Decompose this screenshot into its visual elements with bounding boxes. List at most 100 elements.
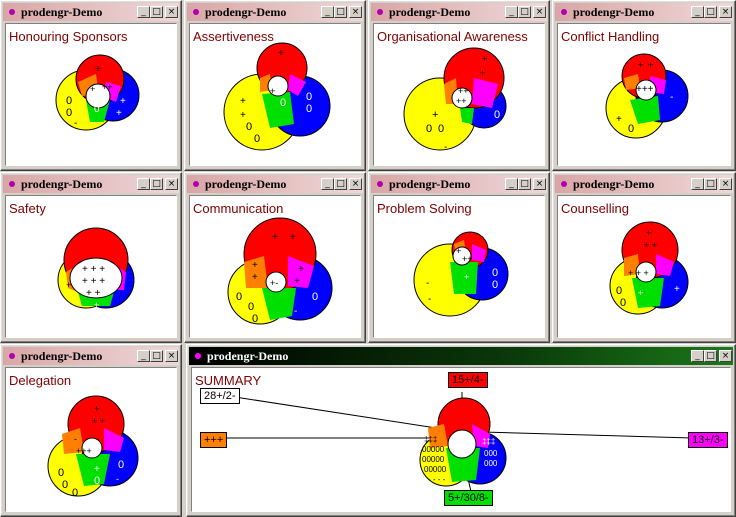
svg-text:+: + [480,68,485,78]
minimize-button[interactable]: _ [137,350,150,362]
minimize-button[interactable]: _ [691,6,704,18]
title-bar[interactable]: prodengr-Demo _ □ × [3,175,179,193]
title-bar[interactable]: prodengr-Demo _ □ × [187,3,363,21]
maximize-button[interactable]: □ [334,178,347,190]
minimize-button[interactable]: _ [321,6,334,18]
panel-title: Problem Solving [377,201,472,216]
svg-text:+ + +: + + + [82,276,105,287]
close-button[interactable]: × [165,6,178,18]
app-icon [195,353,201,359]
svg-text:0: 0 [628,123,634,135]
close-button[interactable]: × [165,178,178,190]
svg-text:0: 0 [492,279,498,291]
svg-text:00000: 00000 [422,455,445,464]
title-bar[interactable]: prodengr-Demo _ □ × [555,3,733,21]
venn-diagram: + 00 - ++ 0 + ++ [55,54,140,131]
maximize-button[interactable]: □ [150,6,163,18]
app-icon [9,353,15,359]
maximize-button[interactable]: □ [704,350,717,362]
svg-text:00000: 00000 [422,445,445,454]
red-count-box: 15+/4- [448,372,488,388]
svg-text:+: + [290,232,296,243]
window-title: prodengr-Demo [207,348,289,363]
svg-text:-: - [670,92,673,103]
close-button[interactable]: × [719,178,732,190]
svg-text:++: ++ [458,86,469,96]
svg-text:000: 000 [484,459,498,468]
svg-text:+: + [252,272,258,283]
minimize-button[interactable]: _ [137,178,150,190]
svg-text:+++: +++ [76,446,92,456]
svg-text:0: 0 [72,487,78,499]
svg-text:+: + [464,272,469,282]
svg-text:+: + [298,264,304,275]
window-honouring-sponsors[interactable]: prodengr-Demo _ □ × Honouring Sponsors + 0… [0,0,182,171]
svg-text:0: 0 [94,104,100,115]
title-bar[interactable]: prodengr-Demo _ □ × [3,3,179,21]
window-title: prodengr-Demo [389,176,471,191]
svg-text:0: 0 [492,267,498,279]
svg-text:0: 0 [62,479,68,491]
close-button[interactable]: × [349,6,362,18]
window-delegation[interactable]: prodengr-Demo _ □ × Delegation + + + +++ - 0… [0,344,182,517]
window-title: prodengr-Demo [21,176,103,191]
close-button[interactable]: × [165,350,178,362]
window-communication[interactable]: prodengr-Demo _ □ × Communication + + + + + +… [184,172,366,343]
maximize-button[interactable]: □ [704,6,717,18]
svg-text:+: + [616,114,622,125]
chart-area: Conflict Handling + + +++ +0 - [557,23,731,166]
minimize-button[interactable]: _ [505,6,518,18]
maximize-button[interactable]: □ [518,178,531,190]
svg-text:-: - [428,294,431,305]
app-icon [9,9,15,15]
maximize-button[interactable]: □ [518,6,531,18]
app-icon [561,181,567,187]
svg-text:0: 0 [280,97,286,109]
window-summary[interactable]: prodengr-Demo _ □ × SUMMARY ‡‡‡ 00000 00000… [186,344,736,517]
magenta-count-box: 13+/3- [688,432,728,448]
svg-text:0: 0 [252,313,258,325]
window-safety[interactable]: prodengr-Demo _ □ × Safety + + + + + + + +… [0,172,182,343]
svg-text:+: + [90,84,95,94]
close-button[interactable]: × [719,350,732,362]
orange-count-box: +++ [200,432,228,448]
svg-text:+: + [648,60,653,70]
svg-text:+: + [278,48,284,59]
svg-text:0: 0 [246,121,252,133]
window-problem-solving[interactable]: prodengr-Demo _ □ × Problem Solving + ++ --… [368,172,550,343]
panel-title: Delegation [9,373,72,388]
maximize-button[interactable]: □ [150,350,163,362]
minimize-button[interactable]: _ [321,178,334,190]
minimize-button[interactable]: _ [505,178,518,190]
window-organisational-awareness[interactable]: prodengr-Demo _ □ × Organisational Awarene… [368,0,550,171]
minimize-button[interactable]: _ [691,178,704,190]
title-bar[interactable]: prodengr-Demo _ □ × [371,3,547,21]
maximize-button[interactable]: □ [704,178,717,190]
panel-title: Safety [9,201,46,216]
svg-text:+ + +: + + + [82,264,105,275]
close-button[interactable]: × [349,178,362,190]
title-bar[interactable]: prodengr-Demo _ □ × [555,175,733,193]
title-bar[interactable]: prodengr-Demo _ □ × [187,175,363,193]
title-bar[interactable]: prodengr-Demo _ □ × [3,347,179,365]
window-counselling[interactable]: prodengr-Demo _ □ × Counselling + + + + + +… [552,172,736,343]
maximize-button[interactable]: □ [150,178,163,190]
svg-text:+: + [116,108,122,119]
svg-text:0: 0 [248,301,254,313]
svg-text:0: 0 [118,459,124,471]
window-conflict-handling[interactable]: prodengr-Demo _ □ × Conflict Handling + + +… [552,0,736,171]
venn-diagram: + + + + + + 00 + + [609,221,689,315]
svg-text:-: - [74,118,77,129]
minimize-button[interactable]: _ [137,6,150,18]
maximize-button[interactable]: □ [334,6,347,18]
close-button[interactable]: × [533,178,546,190]
summary-label: SUMMARY [195,373,262,388]
title-bar[interactable]: prodengr-Demo _ □ × [371,175,547,193]
close-button[interactable]: × [533,6,546,18]
minimize-button[interactable]: _ [691,350,704,362]
close-button[interactable]: × [719,6,732,18]
title-bar[interactable]: prodengr-Demo _ □ × [189,347,733,365]
